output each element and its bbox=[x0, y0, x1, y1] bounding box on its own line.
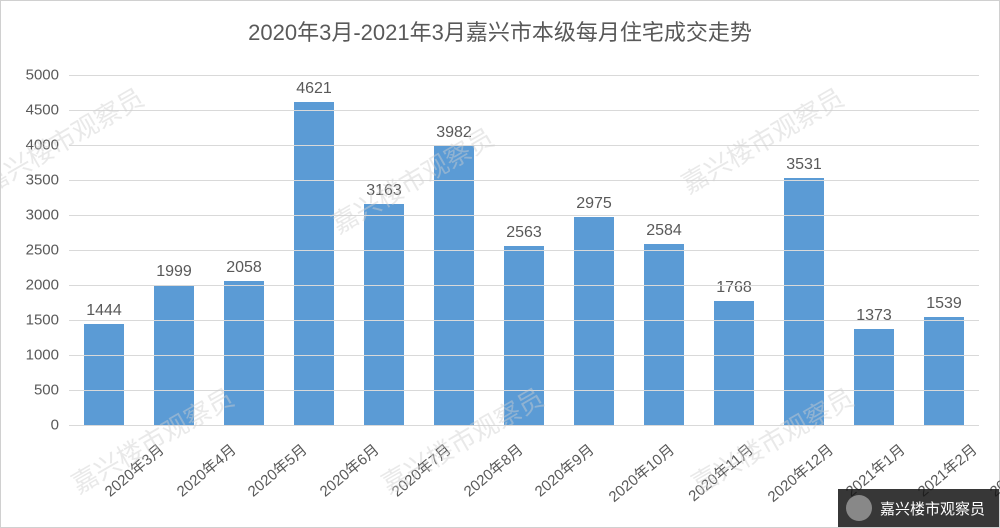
y-tick-label: 2500 bbox=[26, 242, 59, 259]
wechat-icon bbox=[846, 495, 872, 521]
gridline bbox=[69, 390, 979, 391]
y-tick-label: 4500 bbox=[26, 102, 59, 119]
bar bbox=[854, 329, 893, 425]
gridline bbox=[69, 145, 979, 146]
y-tick-label: 3000 bbox=[26, 207, 59, 224]
y-tick-label: 3500 bbox=[26, 172, 59, 189]
plot-area: 1444 1999 2058 4621 3163 3982 2563 2975 2584 1768… bbox=[69, 75, 979, 425]
gridline bbox=[69, 425, 979, 426]
gridline bbox=[69, 355, 979, 356]
bar-value-label: 1373 bbox=[856, 307, 892, 325]
bar bbox=[644, 244, 683, 425]
bar bbox=[84, 324, 123, 425]
bar-value-label: 2584 bbox=[646, 222, 682, 240]
y-tick-label: 5000 bbox=[26, 67, 59, 84]
gridline bbox=[69, 320, 979, 321]
bar-value-label: 3531 bbox=[786, 156, 822, 174]
bar-value-label: 3982 bbox=[436, 124, 472, 142]
gridline bbox=[69, 215, 979, 216]
bar bbox=[924, 317, 963, 425]
x-tick-label: 2020年3月 bbox=[69, 431, 141, 452]
source-badge: 嘉兴楼市观察员 bbox=[838, 489, 999, 527]
y-tick-label: 1000 bbox=[26, 347, 59, 364]
bar-value-label: 2975 bbox=[576, 195, 612, 213]
bar bbox=[504, 246, 543, 425]
bar-value-label: 1444 bbox=[86, 302, 122, 320]
y-tick-label: 0 bbox=[51, 417, 59, 434]
source-label: 嘉兴楼市观察员 bbox=[880, 498, 985, 519]
bar-value-label: 1999 bbox=[156, 263, 192, 281]
bar bbox=[364, 204, 403, 425]
gridline bbox=[69, 285, 979, 286]
gridline bbox=[69, 110, 979, 111]
chart-title: 2020年3月-2021年3月嘉兴市本级每月住宅成交走势 bbox=[1, 1, 999, 47]
bar-value-label: 1539 bbox=[926, 295, 962, 313]
x-axis-labels: 2020年3月2020年4月2020年5月2020年6月2020年7月2020年… bbox=[69, 431, 979, 452]
gridline bbox=[69, 75, 979, 76]
bar-value-label: 3163 bbox=[366, 182, 402, 200]
y-tick-label: 500 bbox=[34, 382, 59, 399]
gridline bbox=[69, 180, 979, 181]
bar bbox=[294, 102, 333, 425]
y-tick-label: 1500 bbox=[26, 312, 59, 329]
y-tick-label: 4000 bbox=[26, 137, 59, 154]
chart-container: 2020年3月-2021年3月嘉兴市本级每月住宅成交走势 1444 1999 205… bbox=[0, 0, 1000, 528]
y-tick-label: 2000 bbox=[26, 277, 59, 294]
bar bbox=[224, 281, 263, 425]
bar-value-label: 1768 bbox=[716, 279, 752, 297]
bar-value-label: 2058 bbox=[226, 259, 262, 277]
gridline bbox=[69, 250, 979, 251]
bar-value-label: 2563 bbox=[506, 224, 542, 242]
bar-value-label: 4621 bbox=[296, 80, 332, 98]
